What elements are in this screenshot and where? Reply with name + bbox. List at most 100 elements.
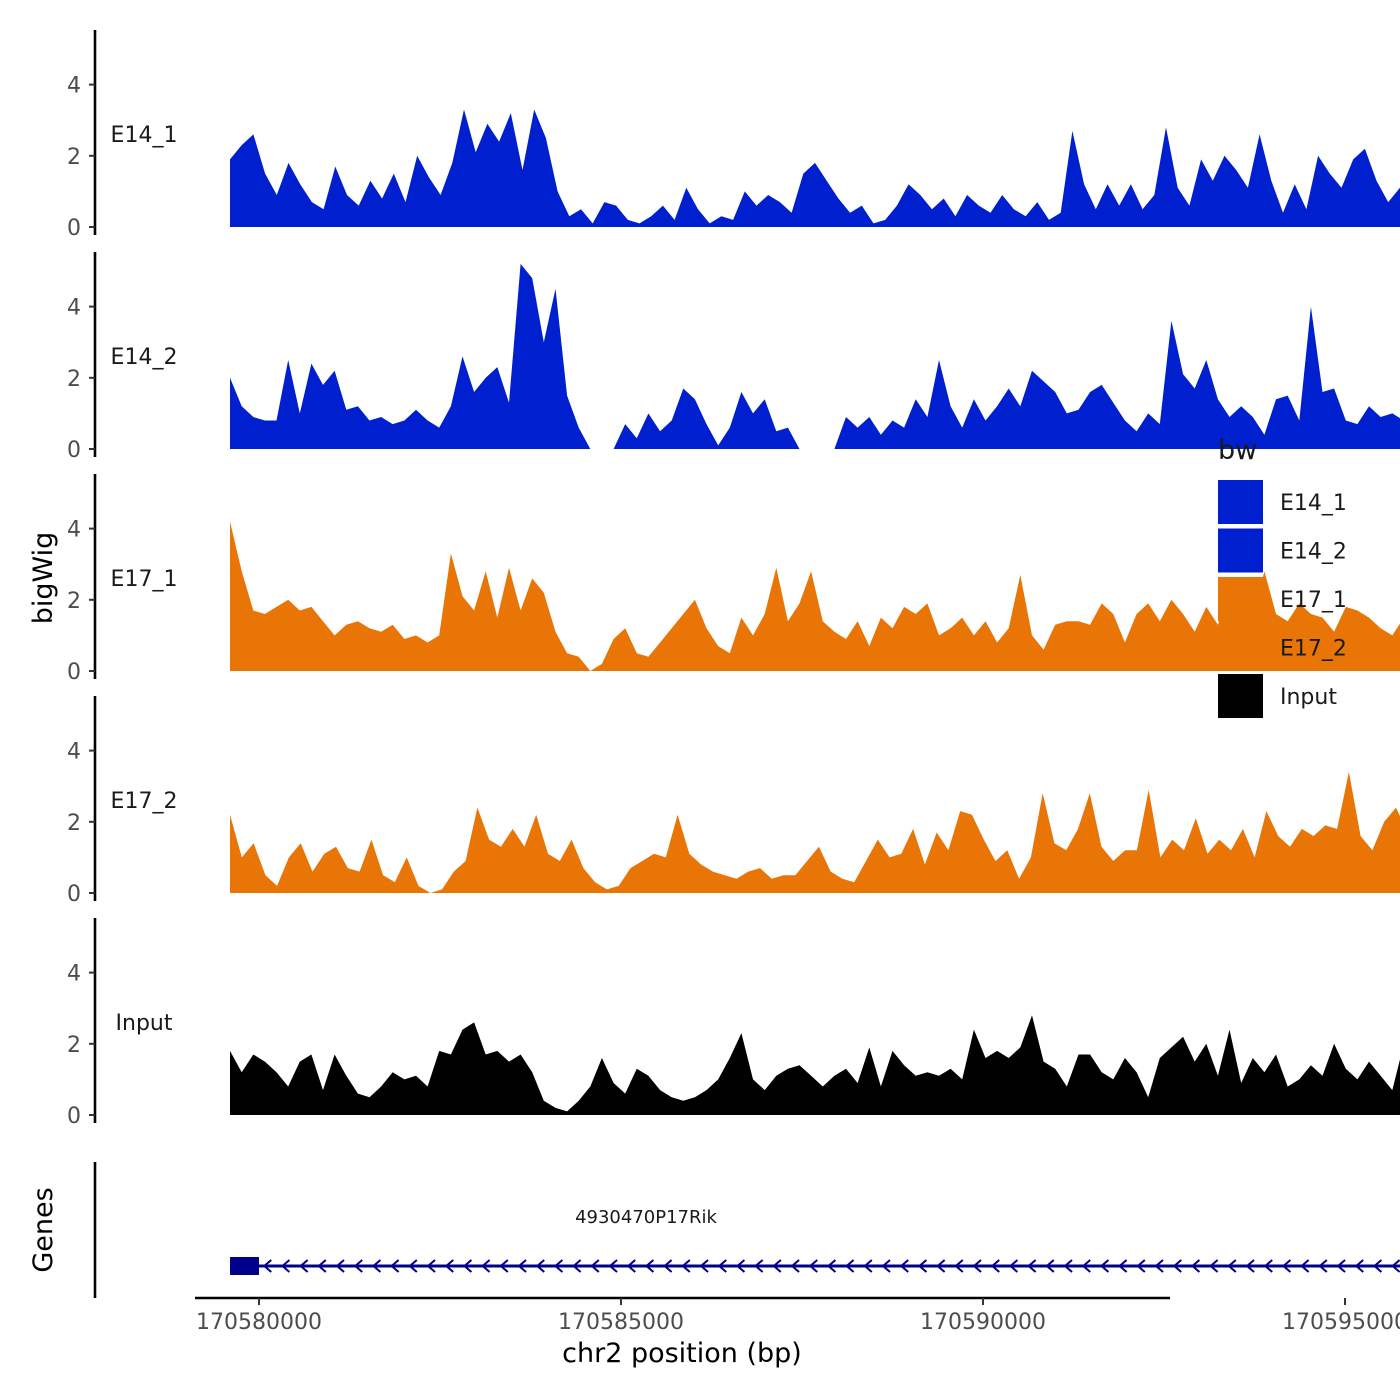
- y-tick-label: 2: [67, 367, 81, 392]
- y-tick-label: 0: [67, 438, 81, 463]
- strand-arrow: [353, 1259, 363, 1273]
- y-tick-label: 4: [67, 962, 81, 987]
- y-tick-label: 2: [67, 811, 81, 836]
- coverage-area-E14_2: [230, 263, 1400, 449]
- strand-arrow: [1081, 1259, 1091, 1273]
- y-tick-label: 4: [67, 518, 81, 543]
- strand-arrow: [735, 1259, 746, 1273]
- strand-arrow: [1336, 1259, 1346, 1273]
- gene-glyph: [230, 1257, 1400, 1275]
- strand-arrow: [408, 1259, 418, 1273]
- legend-swatch: [1218, 674, 1263, 718]
- legend-label: Input: [1280, 685, 1337, 710]
- strand-arrow: [1008, 1259, 1019, 1273]
- strand-arrow: [299, 1259, 309, 1273]
- strand-arrow: [863, 1259, 873, 1273]
- legend: bw E14_1 E14_2 E17_1 E17_2 Input: [1218, 435, 1347, 718]
- strand-arrow: [444, 1259, 454, 1273]
- strand-arrow: [1227, 1259, 1237, 1273]
- y-tick-label: 2: [67, 589, 81, 614]
- strand-arrow: [663, 1259, 673, 1273]
- strand-arrow: [899, 1259, 909, 1273]
- legend-swatch: [1218, 577, 1263, 621]
- legend-swatch: [1218, 625, 1263, 670]
- y-tick-label: 4: [67, 740, 81, 765]
- legend-title: bw: [1218, 435, 1257, 466]
- strand-arrow: [280, 1259, 291, 1273]
- legend-swatch: [1218, 528, 1263, 573]
- strand-arrow: [317, 1259, 327, 1273]
- strand-arrow: [845, 1259, 855, 1273]
- strand-arrow: [590, 1259, 600, 1273]
- strand-arrow: [881, 1259, 891, 1273]
- strand-arrow: [1172, 1259, 1182, 1273]
- x-tick-label: 170580000: [196, 1310, 322, 1335]
- strand-arrow: [1281, 1259, 1292, 1273]
- bigwig-tracks: 0 2 4 E14_1 0 2 4 E14_2 0 2 4 E17_1 0 2 4 E17_2 0 2 4 Input: [67, 30, 1400, 1129]
- strand-arrow: [917, 1259, 928, 1273]
- strand-arrow: [754, 1259, 764, 1273]
- strand-arrow: [790, 1259, 800, 1273]
- x-axis: 1705800001705850001705900001705950001706…: [195, 1296, 1400, 1335]
- strand-arrow: [808, 1259, 818, 1273]
- strand-arrow: [553, 1259, 564, 1273]
- legend-label: E14_1: [1280, 491, 1347, 516]
- strand-arrow: [626, 1259, 636, 1273]
- strand-arrow: [535, 1259, 545, 1273]
- strand-arrow: [644, 1259, 655, 1273]
- y-tick-label: 2: [67, 145, 81, 170]
- strand-arrow: [1354, 1259, 1364, 1273]
- strand-arrow: [772, 1259, 782, 1273]
- strand-arrow: [499, 1259, 509, 1273]
- legend-swatch: [1218, 480, 1263, 524]
- y-tick-label: 4: [67, 74, 81, 99]
- legend-label: E17_2: [1280, 637, 1347, 662]
- strand-arrow: [1391, 1259, 1400, 1273]
- track-Input: 0 2 4 Input: [67, 918, 1400, 1129]
- strand-arrow: [1372, 1259, 1383, 1273]
- legend-label: E14_2: [1280, 540, 1347, 565]
- y-tick-label: 0: [67, 1104, 81, 1129]
- coverage-area-E17_1: [230, 521, 1400, 671]
- track-label: E17_2: [111, 789, 178, 814]
- track-label: E14_2: [111, 345, 178, 370]
- strand-arrow: [608, 1259, 618, 1273]
- track-E14_1: 0 2 4 E14_1: [67, 30, 1400, 241]
- strand-arrow: [1300, 1259, 1310, 1273]
- y-tick-label: 0: [67, 660, 81, 685]
- strand-arrow: [990, 1259, 1000, 1273]
- strand-arrow: [826, 1259, 837, 1273]
- track-label: E14_1: [111, 123, 178, 148]
- x-tick-label: 170590000: [920, 1310, 1046, 1335]
- y-tick-label: 4: [67, 296, 81, 321]
- gene-label: 4930470P17Rik: [575, 1207, 717, 1228]
- track-label: E17_1: [111, 567, 178, 592]
- track-E17_2: 0 2 4 E17_2: [67, 696, 1400, 907]
- strand-arrow: [572, 1259, 582, 1273]
- strand-arrow: [699, 1259, 709, 1273]
- strand-arrow: [1099, 1259, 1110, 1273]
- strand-arrow: [481, 1259, 491, 1273]
- strand-arrow: [517, 1259, 527, 1273]
- strand-arrow: [1318, 1259, 1328, 1273]
- x-tick-label: 170595000: [1282, 1310, 1400, 1335]
- strand-arrow: [1209, 1259, 1219, 1273]
- strand-arrow: [462, 1259, 473, 1273]
- coverage-area-E17_2: [230, 772, 1400, 893]
- coverage-area-E14_1: [230, 109, 1400, 227]
- strand-arrow: [1154, 1259, 1164, 1273]
- x-tick-label: 170585000: [558, 1310, 684, 1335]
- track-E17_1: 0 2 4 E17_1: [67, 474, 1400, 685]
- strand-arrow: [1136, 1259, 1146, 1273]
- y-tick-label: 0: [67, 216, 81, 241]
- strand-arrow: [717, 1259, 727, 1273]
- strand-arrow: [390, 1259, 400, 1273]
- legend-label: E17_1: [1280, 588, 1347, 613]
- strand-arrow: [972, 1259, 982, 1273]
- track-E14_2: 0 2 4 E14_2: [67, 252, 1400, 463]
- strand-arrow: [1118, 1259, 1128, 1273]
- strand-arrow: [1245, 1259, 1255, 1273]
- strand-arrow: [1027, 1259, 1037, 1273]
- strand-arrow: [335, 1259, 345, 1273]
